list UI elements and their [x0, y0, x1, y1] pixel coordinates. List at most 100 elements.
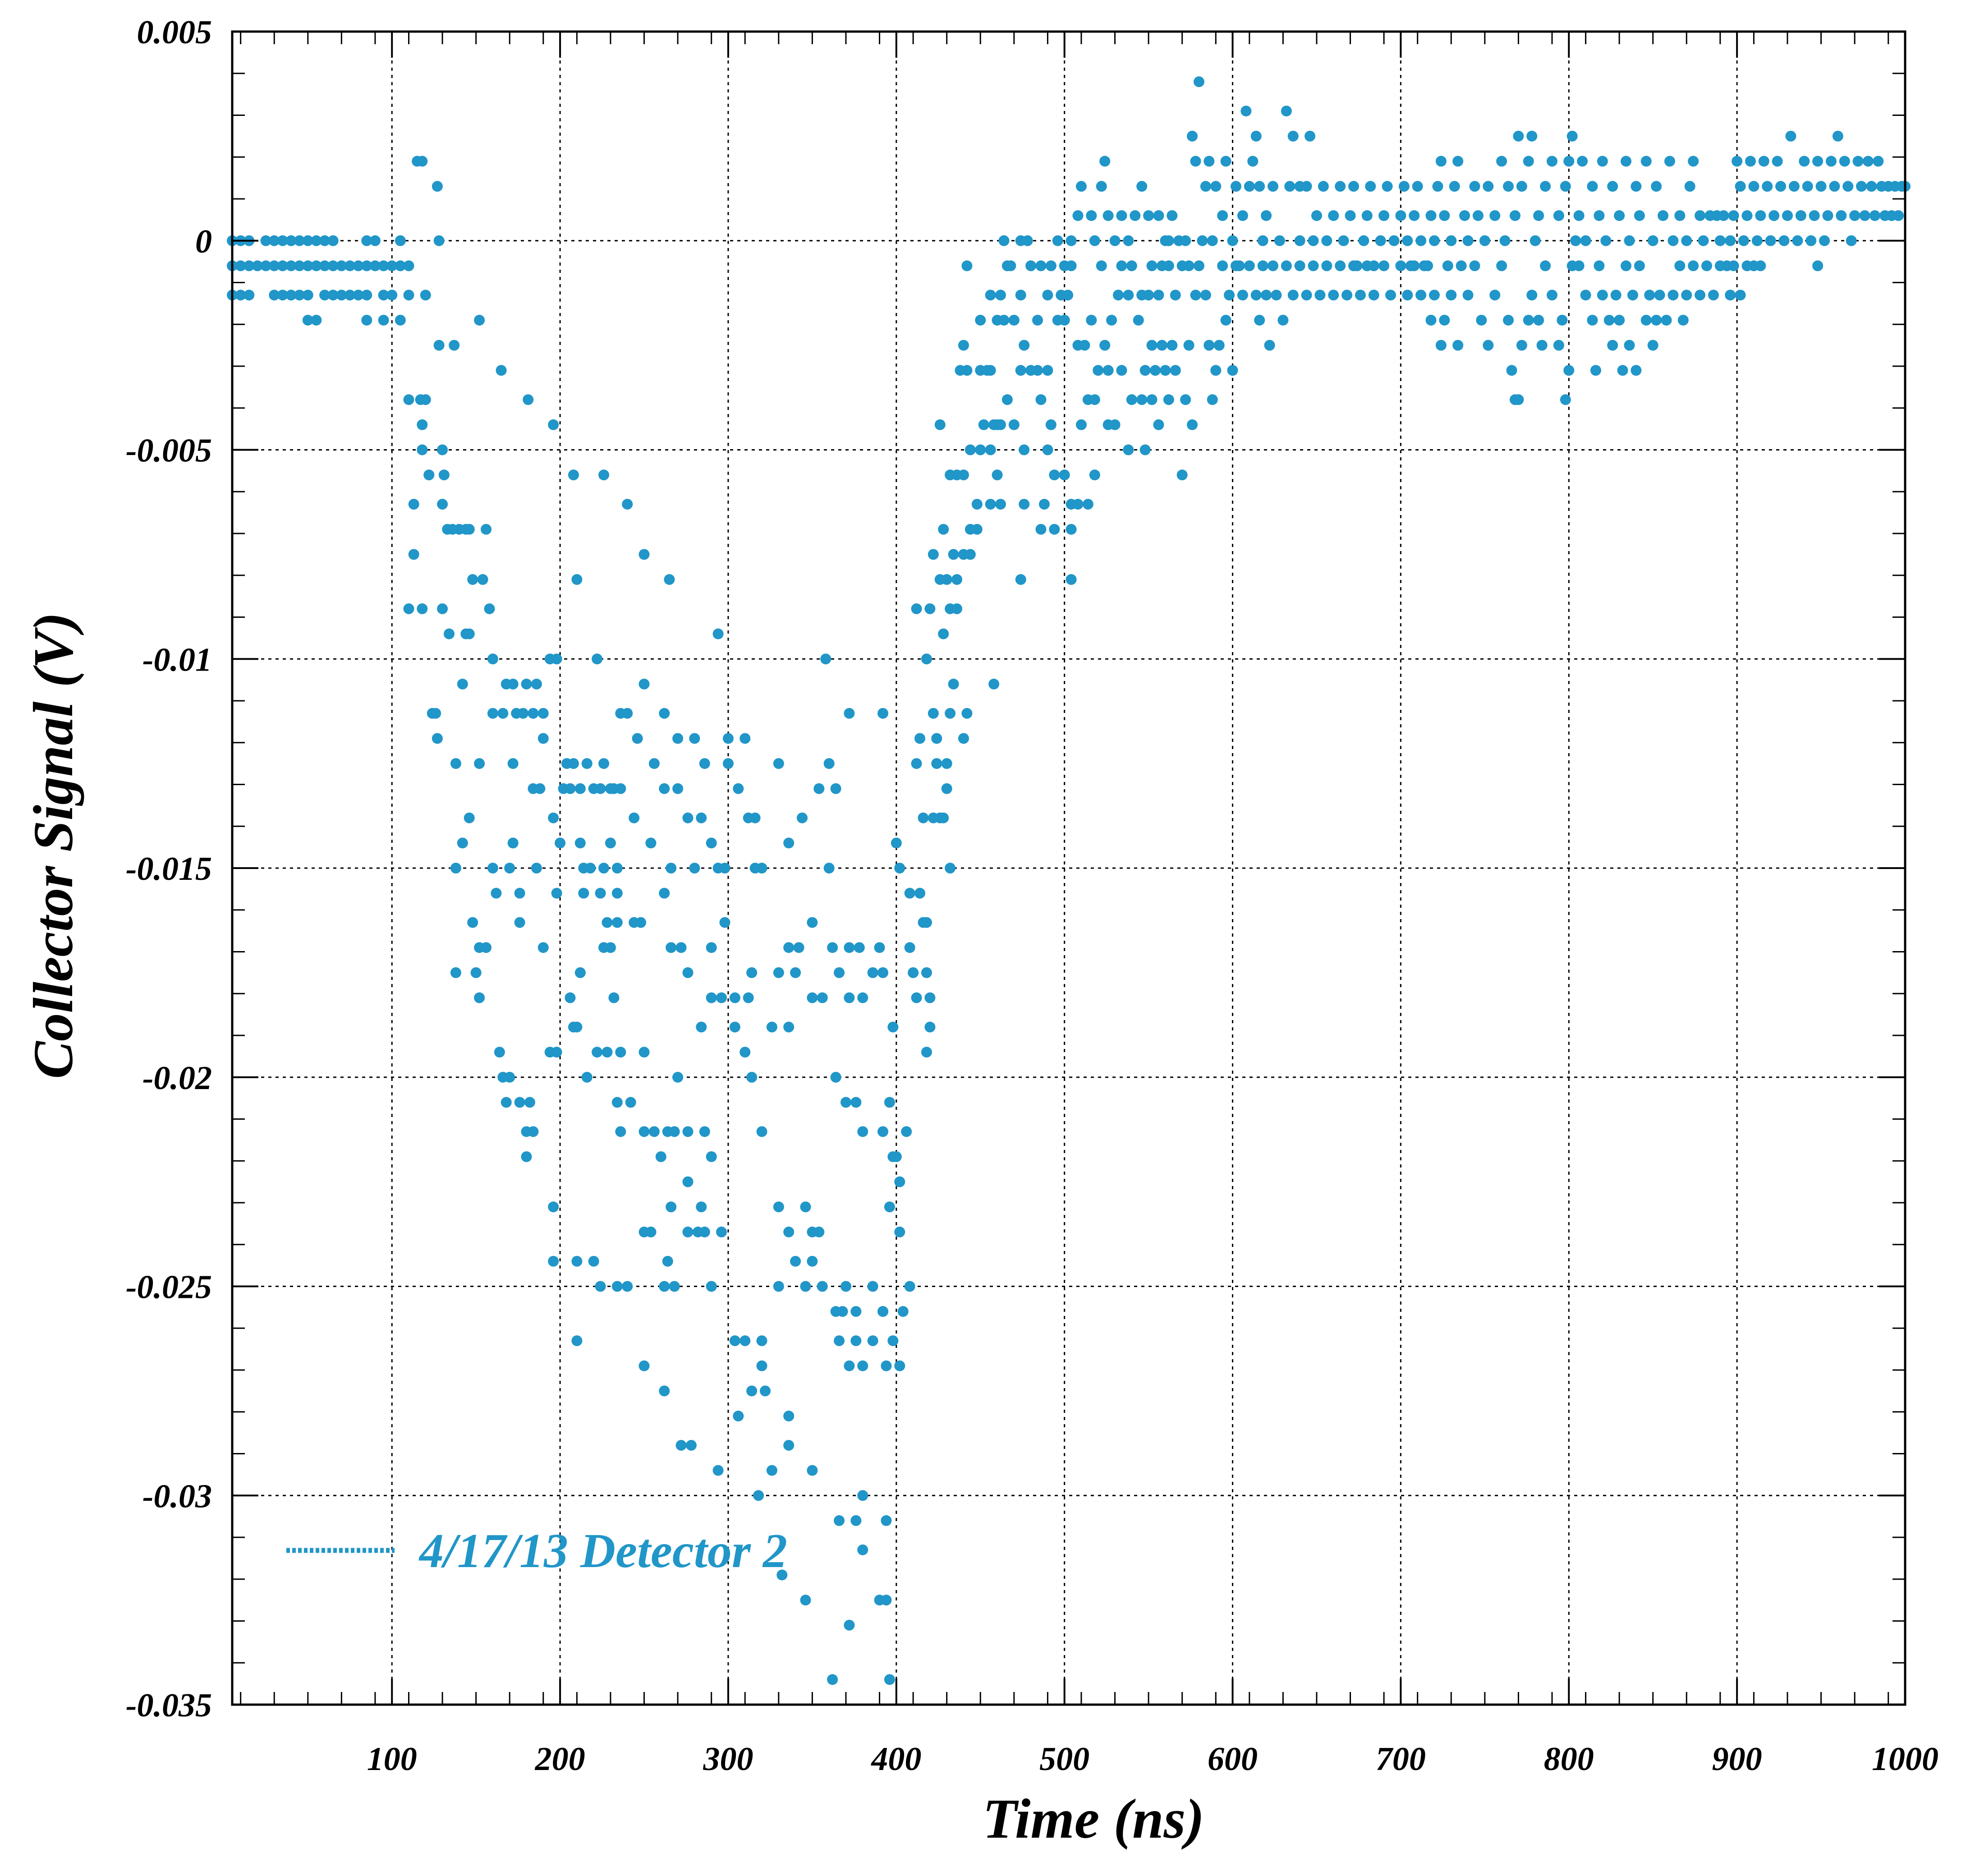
- x-tick-label: 200: [535, 1741, 585, 1778]
- data-point: [598, 758, 610, 769]
- data-point: [834, 1335, 845, 1347]
- data-point: [773, 1201, 784, 1213]
- data-point: [395, 235, 406, 246]
- data-point: [844, 1619, 855, 1631]
- data-point: [901, 1126, 912, 1137]
- data-point: [648, 1126, 660, 1137]
- data-point: [1388, 235, 1400, 246]
- data-point: [1695, 290, 1706, 301]
- data-point: [1836, 210, 1847, 221]
- data-point: [1762, 181, 1773, 192]
- data-point: [524, 1097, 535, 1108]
- data-point: [565, 783, 576, 794]
- data-point: [1624, 340, 1635, 351]
- data-point: [733, 783, 744, 794]
- data-point: [813, 783, 825, 794]
- data-point: [1489, 290, 1501, 301]
- data-point: [504, 863, 515, 874]
- data-point: [1735, 181, 1746, 192]
- data-point: [1509, 210, 1520, 221]
- data-point: [840, 1097, 851, 1108]
- data-point: [948, 678, 959, 690]
- data-point: [1795, 210, 1806, 221]
- data-point: [648, 758, 660, 769]
- data-point: [800, 1595, 811, 1606]
- data-point: [985, 365, 996, 376]
- data-point: [1187, 419, 1198, 430]
- data-point: [1123, 444, 1134, 455]
- data-point: [625, 1097, 636, 1108]
- data-point: [1869, 210, 1880, 221]
- data-point: [1603, 314, 1615, 326]
- data-point: [672, 1071, 684, 1083]
- data-point: [1066, 524, 1077, 535]
- data-point: [1422, 260, 1433, 271]
- data-point: [1832, 130, 1843, 142]
- data-point: [1469, 181, 1480, 192]
- data-point: [918, 812, 929, 823]
- data-point: [1621, 156, 1632, 167]
- data-point: [928, 549, 939, 560]
- data-point: [884, 1674, 895, 1685]
- data-point: [746, 967, 758, 978]
- data-point: [1805, 235, 1817, 246]
- data-point: [622, 499, 633, 510]
- data-point: [783, 1021, 795, 1033]
- data-point: [716, 1226, 727, 1237]
- data-point: [1355, 290, 1366, 301]
- data-point: [844, 708, 855, 719]
- data-point: [1268, 181, 1279, 192]
- data-point: [1136, 394, 1148, 405]
- data-point: [1714, 235, 1726, 246]
- data-point: [924, 992, 936, 1003]
- data-point: [635, 917, 647, 928]
- data-point: [1102, 210, 1114, 221]
- x-tick-label: 700: [1376, 1741, 1426, 1778]
- data-point: [1415, 235, 1427, 246]
- data-point: [1412, 181, 1423, 192]
- data-point: [1782, 210, 1793, 221]
- data-point: [269, 235, 280, 246]
- data-point: [403, 290, 414, 301]
- data-point: [611, 887, 623, 899]
- data-point: [1008, 314, 1020, 326]
- y-axis-title: Collector Signal (V): [23, 612, 85, 1079]
- data-point: [740, 1335, 751, 1347]
- data-point: [645, 1226, 657, 1237]
- data-point: [659, 783, 670, 794]
- data-point: [1170, 365, 1181, 376]
- data-point: [450, 967, 461, 978]
- data-point: [659, 887, 670, 899]
- data-point: [1096, 181, 1107, 192]
- data-point: [699, 1226, 710, 1237]
- data-point: [827, 942, 838, 953]
- data-point: [608, 992, 620, 1003]
- data-point: [1287, 290, 1299, 301]
- data-point: [887, 1021, 899, 1033]
- data-point: [474, 992, 485, 1003]
- data-point: [699, 758, 710, 769]
- data-point: [867, 1335, 878, 1347]
- data-point: [1553, 340, 1564, 351]
- data-point: [985, 444, 996, 455]
- data-point: [1409, 210, 1420, 221]
- data-point: [1378, 260, 1390, 271]
- data-point: [622, 1281, 633, 1292]
- data-point: [756, 1335, 767, 1347]
- data-point: [1019, 444, 1030, 455]
- data-point: [311, 260, 322, 271]
- data-point: [1627, 290, 1638, 301]
- data-point: [1163, 260, 1174, 271]
- data-point: [1640, 156, 1652, 167]
- data-point: [1768, 210, 1780, 221]
- data-point: [474, 758, 485, 769]
- data-point: [457, 837, 468, 849]
- data-point: [481, 524, 492, 535]
- data-point: [1644, 290, 1655, 301]
- data-point: [995, 419, 1006, 430]
- data-point: [716, 992, 727, 1003]
- data-point: [813, 1226, 825, 1237]
- data-point: [605, 837, 616, 849]
- data-point: [1597, 290, 1608, 301]
